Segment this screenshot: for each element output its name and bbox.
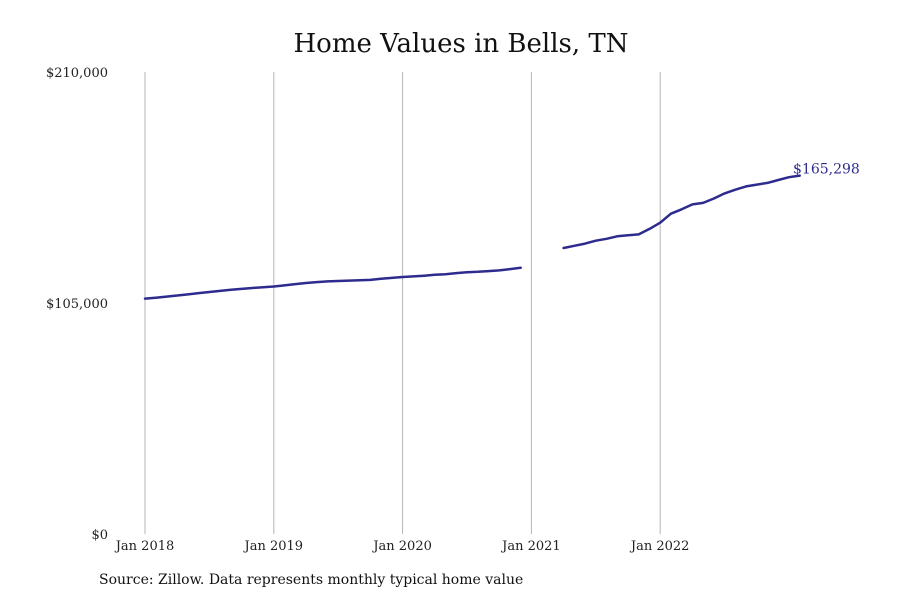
x-tick-label: Jan 2021 [500,539,561,554]
series-lines [143,174,801,300]
x-tick-label: Jan 2018 [114,539,175,554]
y-tick-label: $210,000 [46,66,108,81]
chart-title: Home Values in Bells, TN [294,29,629,59]
end-value-label: $165,298 [793,162,860,178]
x-tick-label: Jan 2019 [243,539,304,554]
x-axis-ticks: Jan 2018 Jan 2019 Jan 2020 Jan 2021 Jan 2022 [114,539,690,554]
y-axis-ticks: $0 $105,000 $210,000 [46,66,108,543]
grid-lines [144,72,661,534]
x-tick-label: Jan 2022 [629,539,690,554]
source-note: Source: Zillow. Data represents monthly … [99,572,524,588]
y-tick-label: $0 [91,528,108,543]
series-line [143,266,522,300]
series-line [562,174,801,250]
x-tick-label: Jan 2020 [371,539,432,554]
y-tick-label: $105,000 [46,297,108,312]
